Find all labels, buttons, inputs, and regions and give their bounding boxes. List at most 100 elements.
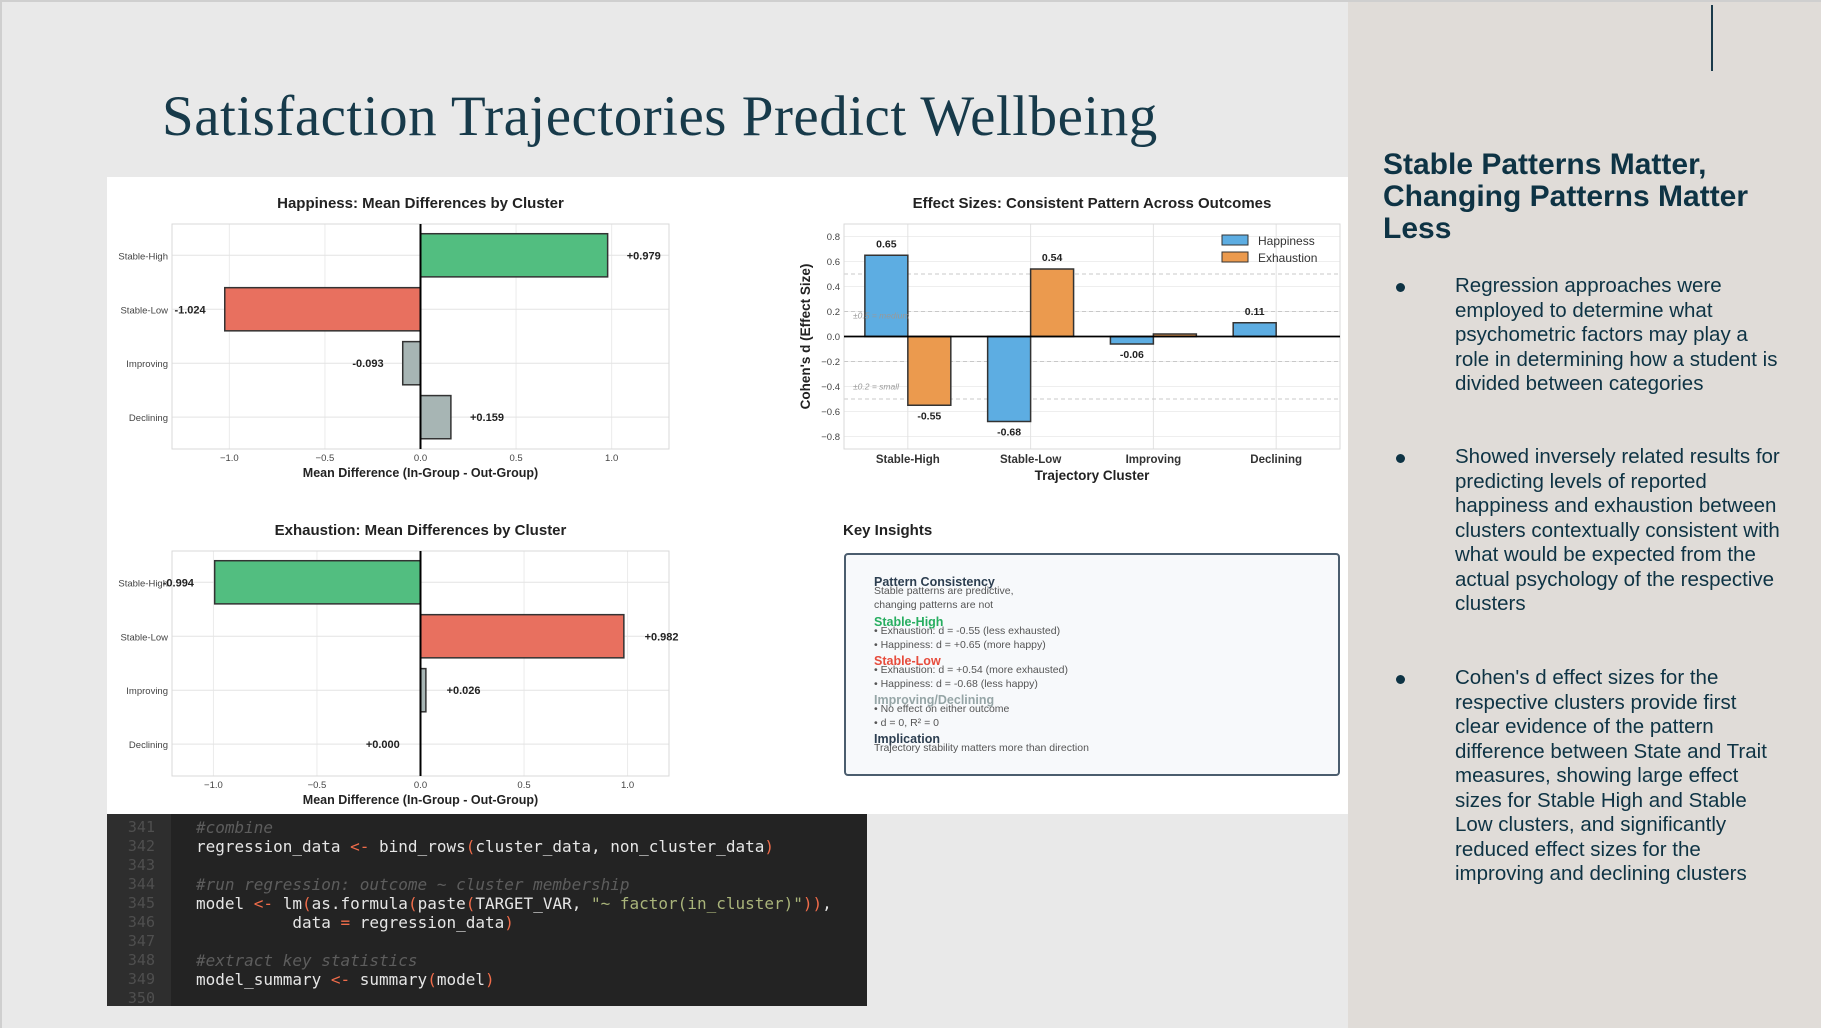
exhaustion-chart-title: Exhaustion: Mean Differences by Cluster [274, 522, 567, 539]
code-token: ( [427, 970, 437, 989]
key-insights-title: Key Insights [843, 522, 933, 539]
code-token: ) [504, 913, 514, 932]
bullet-icon [1396, 454, 1405, 463]
data-label: -0.55 [917, 410, 941, 422]
code-token: ( [407, 894, 418, 913]
y-tick-label: 0.0 [827, 332, 840, 343]
code-token: ( [301, 894, 312, 913]
effect-size-chart: −0.8 −0.6 −0.4 −0.2 0.0 0.2 0.4 0.6 0.8 Stable-Hi… [798, 223, 1341, 483]
insight-text: Trajectory stability matters more than d… [874, 742, 1089, 754]
code-token: regression_data [350, 913, 505, 932]
x-tick-label: 1.0 [605, 453, 618, 464]
insight-text: • Happiness: d = +0.65 (more happy) [874, 638, 1046, 651]
sidebar-panel: Stable Patterns Matter, Changing Pattern… [1348, 0, 1821, 1028]
y-tick-label: Stable-Low [120, 305, 168, 316]
code-line[interactable]: #run regression: outcome ~ cluster membe… [196, 875, 629, 894]
bar-exhaustion [1029, 268, 1075, 338]
annotation: ±0.5 = medium [853, 310, 909, 320]
line-number: 342 [127, 837, 155, 855]
code-token: data [196, 913, 341, 932]
exhaustion-chart: −1.0 −0.5 0.0 0.5 1.0 Stable-High Stable-Low Im… [118, 550, 679, 807]
bar [213, 559, 422, 605]
line-number: 347 [127, 932, 155, 950]
bullet-text: Showed inversely related results for pre… [1455, 445, 1780, 615]
code-token: model_summary [196, 970, 331, 989]
code-token: cluster_data, non_cluster_data [475, 837, 765, 856]
insight-text: • d = 0, R² = 0 [874, 716, 939, 729]
code-token: ( [465, 837, 476, 856]
code-token: TARGET_VAR, [475, 894, 591, 913]
code-token: )) [802, 894, 823, 913]
data-label: -0.06 [1120, 349, 1144, 361]
y-tick-label: 0.4 [827, 282, 840, 293]
insight-text: • Exhaustion: d = +0.54 (more exhausted) [874, 664, 1068, 676]
code-line[interactable]: model <- lm(as.formula(paste(TARGET_VAR,… [196, 894, 832, 913]
insight-text: • Happiness: d = -0.68 (less happy) [874, 677, 1038, 690]
slide-title: Satisfaction Trajectories Predict Wellbe… [162, 85, 1158, 148]
data-label: +0.000 [366, 739, 400, 751]
code-line[interactable]: #combine [196, 818, 273, 837]
sidebar-heading: Stable Patterns Matter, Changing Pattern… [1383, 148, 1749, 245]
happiness-chart-title: Happiness: Mean Differences by Cluster [277, 195, 564, 212]
x-tick-label: 0.0 [414, 453, 427, 464]
y-tick-label: −0.8 [821, 432, 840, 443]
line-number: 341 [127, 818, 155, 836]
x-tick-label: Stable-High [876, 454, 940, 466]
insight-heading: Improving/Declining [874, 693, 995, 707]
insight-heading: Implication [874, 732, 940, 746]
x-axis-label: Mean Difference (In-Group - Out-Group) [303, 793, 538, 807]
key-insights-box: Pattern Consistency Stable patterns are p… [844, 553, 1340, 776]
x-tick-label: 0.0 [414, 780, 427, 791]
y-tick-label: Stable-High [118, 578, 168, 589]
code-line[interactable]: regression_data <- bind_rows(cluster_dat… [196, 837, 774, 856]
code-token: #run regression: outcome ~ cluster membe… [196, 875, 630, 894]
bar [401, 340, 422, 386]
x-tick-label: 1.0 [621, 780, 634, 791]
code-token: <- [330, 970, 351, 989]
y-tick-label: Stable-Low [120, 632, 168, 643]
insight-text: changing patterns are not [874, 598, 994, 611]
legend-swatch [1221, 251, 1249, 263]
bar-happiness [1109, 335, 1155, 345]
bar [419, 613, 625, 659]
y-tick-label: Improving [126, 686, 168, 697]
data-label: +0.026 [447, 685, 481, 697]
code-token: "~ factor(in_cluster)" [590, 894, 803, 913]
line-number: 344 [127, 875, 155, 893]
code-line[interactable]: model_summary <- summary(model) [196, 970, 495, 989]
legend-label: Happiness [1258, 234, 1315, 248]
bar [419, 394, 452, 440]
x-tick-label: −0.5 [308, 780, 327, 791]
x-tick-label: −1.0 [204, 780, 223, 791]
insight-heading: Stable-Low [874, 654, 941, 668]
data-label: -1.024 [174, 304, 206, 316]
legend-label: Exhaustion [1258, 251, 1317, 265]
x-tick-label: 0.5 [509, 453, 522, 464]
y-tick-label: −0.2 [821, 357, 840, 368]
code-token: model [196, 894, 254, 913]
x-axis-label: Trajectory Cluster [1035, 468, 1151, 483]
bullet-icon [1396, 675, 1405, 684]
insight-text: Stable patterns are predictive, [874, 585, 1014, 597]
y-tick-label: 0.6 [827, 257, 840, 268]
y-tick-label: 0.8 [827, 232, 840, 243]
legend-swatch [1221, 234, 1249, 246]
y-tick-label: −0.6 [821, 407, 840, 418]
code-token: ) [764, 837, 774, 856]
data-label: 0.54 [1042, 252, 1063, 264]
happiness-chart: −1.0 −0.5 0.0 0.5 1.0 Stable-High Stable-Low Im… [118, 223, 670, 480]
code-token: ( [465, 894, 476, 913]
bar [419, 232, 609, 278]
x-tick-label: −1.0 [220, 453, 239, 464]
insight-text: • No effect on either outcome [874, 703, 1010, 715]
line-number: 349 [127, 970, 155, 988]
code-token: model [436, 970, 485, 989]
data-label: -0.68 [997, 427, 1021, 439]
code-line[interactable]: #extract key statistics [196, 951, 418, 970]
line-number: 348 [127, 951, 155, 969]
data-label: 0.11 [1245, 306, 1265, 318]
code-editor[interactable]: 341 342 343 344 345 346 347 348 349 350 #combine re… [107, 814, 867, 1007]
code-token: regression_data [196, 837, 351, 856]
line-number-gutter [107, 814, 171, 1006]
code-line[interactable]: data = regression_data) [196, 913, 514, 932]
